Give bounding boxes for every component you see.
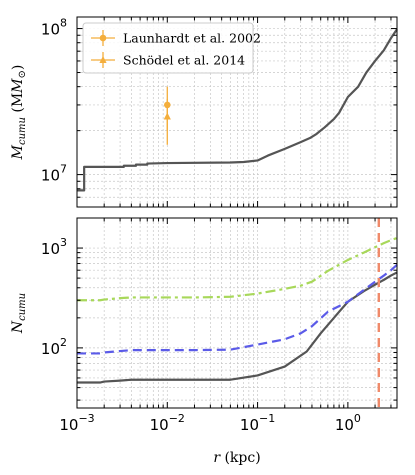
tick-exponent: 0 (354, 412, 361, 425)
tick-base: 10 (41, 240, 60, 258)
bottom-x-axis-label-main: r (213, 450, 221, 466)
bottom-series (77, 236, 398, 384)
legend-entry-label: Schödel et al. 2014 (123, 53, 245, 68)
tick-exponent: 8 (60, 17, 67, 30)
tick-base: 10 (41, 21, 60, 39)
bottom-plot-frame (76, 217, 398, 409)
bot-ytick-label: 103 (41, 236, 67, 258)
bottom-y-axis-label-main: N (10, 320, 26, 334)
top-y-axis-label-main: M (10, 144, 26, 160)
tick-exponent: 7 (60, 163, 67, 176)
top-ytick-label: 107 (41, 163, 67, 185)
bottom-y-axis-label-sub: cumu (17, 293, 28, 321)
tick-base: 10 (335, 416, 354, 434)
bot-ytick-label: 102 (41, 336, 67, 358)
top-ytick-label: 108 (41, 17, 67, 39)
top-y-axis-label-sub: cumu (17, 117, 28, 145)
tick-base: 10 (41, 340, 60, 358)
bottom-x-axis-label-unit: (kpc) (220, 450, 261, 466)
bottom-x-tick-labels: 10−3 10−2 10−1 100 (59, 412, 361, 434)
top-y-axis-label-unit-left: (M (10, 93, 26, 117)
top-y-axis-label-unit-right: ) (10, 65, 26, 70)
bottom-y-axis-label: Ncumu (10, 293, 28, 334)
legend-entry-label: Launhardt et al. 2002 (123, 31, 261, 46)
tick-exponent: −3 (78, 412, 94, 425)
tick-base: 10 (41, 167, 60, 185)
tick-exponent: −1 (259, 412, 275, 425)
top-y-axis-label-unit-main: M (10, 78, 26, 94)
tick-exponent: 3 (60, 236, 67, 249)
x-tick-label: 10−2 (150, 412, 185, 434)
x-tick-label: 10−3 (59, 412, 94, 434)
tick-exponent: −2 (169, 412, 185, 425)
top-series-line-0 (77, 28, 398, 192)
legend-box (82, 22, 254, 74)
tick-base: 10 (59, 416, 78, 434)
top-legend: Launhardt et al. 2002 Schödel et al. 2014 (82, 22, 261, 74)
tick-exponent: 2 (60, 336, 67, 349)
bottom-x-axis-label: r (kpc) (213, 450, 260, 466)
top-y-axis-label-unit-sub: ⊙ (17, 70, 28, 78)
bot-series-line-1 (77, 263, 398, 355)
top-series (77, 28, 398, 192)
bot-series-line-2 (77, 236, 398, 302)
legend-marker-triangle (99, 56, 107, 63)
tick-base: 10 (150, 416, 169, 434)
legend-marker-circle (99, 34, 107, 42)
top-plot-frame (76, 16, 398, 208)
bot-series-line-0 (77, 271, 398, 384)
tick-base: 10 (240, 416, 259, 434)
top-points (163, 86, 171, 145)
top-panel: Launhardt et al. 2002 Schödel et al. 2014… (10, 16, 398, 208)
x-tick-label: 100 (335, 412, 361, 434)
x-tick-label: 10−1 (240, 412, 275, 434)
data-point-triangle (163, 112, 171, 120)
top-y-axis-label: Mcumu (MM⊙) (10, 65, 28, 161)
